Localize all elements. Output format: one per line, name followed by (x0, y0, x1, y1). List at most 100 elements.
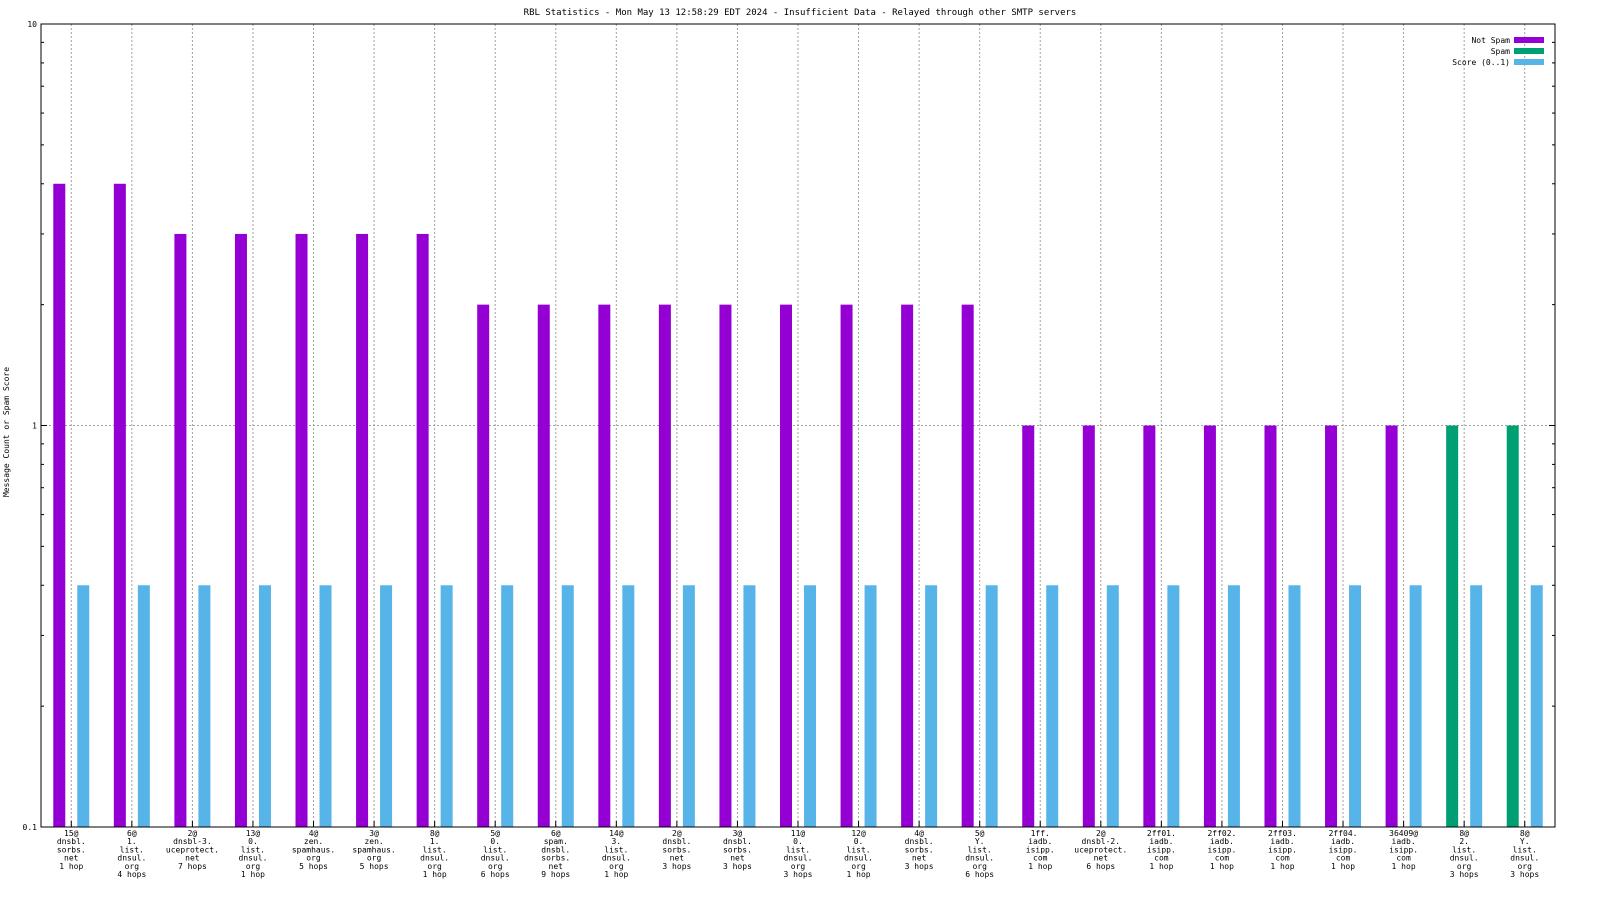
x-tick-label: dnsul. (1450, 854, 1479, 863)
x-tick-label: com (1275, 854, 1290, 863)
y-tick-label: 10 (27, 20, 37, 29)
x-tick-label: 3@ (733, 829, 743, 838)
x-tick-label: dnsbl. (905, 837, 934, 846)
bar-not-spam (1325, 425, 1338, 827)
x-tick-label: 1 hop (423, 870, 447, 879)
bar-score-0-1 (380, 585, 393, 827)
x-tick-label: 2ff03. (1268, 829, 1297, 838)
x-tick-label: dnsbl. (541, 845, 570, 854)
x-tick-label: sorbs. (723, 845, 752, 854)
x-tick-label: isipp. (1389, 845, 1418, 854)
x-tick-label: Y. (1520, 837, 1530, 846)
x-tick-label: iadb. (1270, 837, 1294, 846)
x-tick-label: list. (847, 845, 871, 854)
x-tick-label: net (64, 854, 79, 863)
x-tick-label: 3@ (369, 829, 379, 838)
bar-score-0-1 (1167, 585, 1180, 827)
x-tick-label: spamhaus. (292, 845, 335, 854)
x-tick-label: 5 hops (299, 862, 328, 871)
x-tick-label: 1 hop (1210, 862, 1234, 871)
x-tick-label: dnsul. (965, 854, 994, 863)
x-tick-label: 3 hops (662, 862, 691, 871)
bar-score-0-1 (985, 585, 998, 827)
x-tick-label: 1 hop (59, 862, 83, 871)
x-tick-label: com (1215, 854, 1230, 863)
x-tick-label: com (1154, 854, 1169, 863)
x-tick-label: 6 hops (965, 870, 994, 879)
x-tick-label: dnsul. (481, 854, 510, 863)
x-tick-label: 3 hops (784, 870, 813, 879)
x-tick-label: 14@ (609, 829, 624, 838)
bar-not-spam (961, 304, 974, 827)
x-tick-label: sorbs. (662, 845, 691, 854)
legend-label: Spam (1491, 47, 1510, 56)
x-tick-label: list. (483, 845, 507, 854)
bar-score-0-1 (925, 585, 938, 827)
x-tick-label: 2@ (188, 829, 198, 838)
x-tick-label: 2@ (1096, 829, 1106, 838)
bar-score-0-1 (743, 585, 756, 827)
bar-score-0-1 (682, 585, 695, 827)
x-tick-label: net (1094, 854, 1109, 863)
bar-score-0-1 (77, 585, 90, 827)
x-tick-label: 1 hop (604, 870, 628, 879)
x-tick-label: org (791, 862, 806, 871)
x-tick-label: org (367, 854, 382, 863)
x-tick-label: 11@ (791, 829, 806, 838)
x-tick-label: 36409@ (1389, 829, 1418, 838)
bar-score-0-1 (1470, 585, 1483, 827)
x-tick-label: org (427, 862, 442, 871)
x-tick-label: 2ff04. (1329, 829, 1358, 838)
x-tick-label: dnsbl-3. (173, 837, 212, 846)
x-tick-label: 2ff01. (1147, 829, 1176, 838)
x-tick-label: 3 hops (723, 862, 752, 871)
legend-label: Not Spam (1471, 36, 1510, 45)
x-tick-label: 1 hop (1149, 862, 1173, 871)
bar-not-spam (719, 304, 732, 827)
legend: Not Spam Spam Score (0..1) (1452, 36, 1544, 67)
x-tick-label: iadb. (1028, 837, 1052, 846)
x-tick-label: iadb. (1331, 837, 1355, 846)
x-tick-label: 0. (854, 837, 864, 846)
x-tick-label: org (851, 862, 866, 871)
bar-score-0-1 (1288, 585, 1301, 827)
x-tick-label: uceprotect. (166, 845, 219, 854)
x-tick-label: 8@ (1520, 829, 1530, 838)
x-tick-label: 6 hops (1086, 862, 1115, 871)
bar-not-spam (780, 304, 792, 827)
bar-score-0-1 (319, 585, 332, 827)
x-tick-label: spamhaus. (352, 845, 395, 854)
y-axis-ticks: 0.1 1 10 (23, 20, 1555, 832)
x-tick-label: net (730, 854, 745, 863)
bar-score-0-1 (561, 585, 574, 827)
x-tick-label: 1 hop (1331, 862, 1355, 871)
bar-not-spam (356, 233, 369, 828)
x-tick-label: isipp. (1147, 845, 1176, 854)
y-tick-label: 0.1 (23, 823, 38, 832)
x-tick-label: 0. (248, 837, 258, 846)
x-tick-label: net (670, 854, 685, 863)
x-tick-label: list. (968, 845, 992, 854)
legend-swatch (1514, 59, 1544, 65)
x-tick-label: 1 hop (241, 870, 265, 879)
x-tick-label: list. (786, 845, 810, 854)
x-tick-label: dnsul. (117, 854, 146, 863)
x-tick-label: net (549, 862, 564, 871)
x-tick-label: zen. (364, 837, 383, 846)
x-tick-label: 6@ (127, 829, 137, 838)
x-tick-label: 3 hops (1450, 870, 1479, 879)
x-tick-label: com (1396, 854, 1411, 863)
x-tick-label: 15@ (64, 829, 79, 838)
bar-score-0-1 (258, 585, 271, 827)
x-tick-label: list. (1452, 845, 1476, 854)
x-tick-label: 3 hops (905, 862, 934, 871)
bar-score-0-1 (1349, 585, 1362, 827)
x-tick-label: list. (120, 845, 144, 854)
x-tick-label: dnsul. (602, 854, 631, 863)
y-tick-label: 1 (32, 422, 37, 431)
x-tick-label: list. (241, 845, 265, 854)
bar-not-spam (1143, 425, 1156, 827)
bar-not-spam (658, 304, 671, 827)
x-tick-label: 1. (127, 837, 137, 846)
